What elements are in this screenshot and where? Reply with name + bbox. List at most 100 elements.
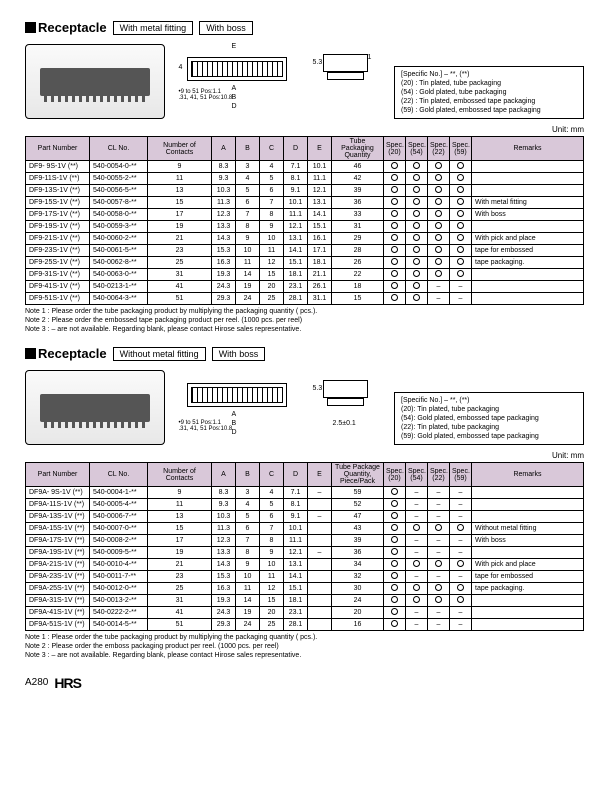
cell [472, 607, 584, 619]
cell [384, 619, 406, 631]
cell: 540-0056-5-** [90, 185, 148, 197]
cell: 8 [260, 209, 284, 221]
col-header: Number of Contacts [148, 137, 212, 161]
cell: 23 [148, 245, 212, 257]
dim-1: 1 [368, 54, 372, 61]
cell: 34 [332, 559, 384, 571]
cell: 11.3 [212, 523, 236, 535]
col-header: Remarks [472, 137, 584, 161]
cell [428, 161, 450, 173]
legend-20: (20) : Tin plated, tube packaging [401, 79, 577, 88]
cell: – [450, 281, 472, 293]
cell [384, 221, 406, 233]
cell: DF9-13S-1V (**) [26, 185, 90, 197]
cell: 9.1 [284, 185, 308, 197]
cell [384, 595, 406, 607]
cell: 16 [332, 619, 384, 631]
cell: 33 [332, 209, 384, 221]
cell: 24.3 [212, 607, 236, 619]
cell: – [308, 487, 332, 499]
cell: 8.1 [284, 499, 308, 511]
cell [406, 269, 428, 281]
note2: Note 2 : Please order the embossed tape … [25, 317, 584, 326]
cell: DF9A-21S-1V (**) [26, 559, 90, 571]
dim-e: E [232, 43, 237, 50]
cell [472, 595, 584, 607]
cell: 540-0014-5-** [90, 619, 148, 631]
dim-53: 5.3 [313, 59, 323, 66]
legend-22: (22) : Tin plated, embossed tape packagi… [401, 97, 577, 106]
cell: tape packaging. [472, 583, 584, 595]
cell [384, 487, 406, 499]
dim-25: 2.5±0.1 [333, 420, 356, 427]
note1: Note 1 : Please order the tube packaging… [25, 308, 584, 317]
cell: 19 [236, 281, 260, 293]
cell: 540-0010-4-** [90, 559, 148, 571]
col-header: CL No. [90, 137, 148, 161]
cell: – [450, 511, 472, 523]
section1-title: Receptacle [25, 20, 107, 35]
cell: 9.3 [212, 173, 236, 185]
cell: 540-0006-7-** [90, 511, 148, 523]
cell: 4 [260, 161, 284, 173]
cell: DF9- 9S-1V (**) [26, 161, 90, 173]
cell [472, 173, 584, 185]
cell: 20 [332, 607, 384, 619]
cell: 28.1 [284, 293, 308, 305]
cell: – [406, 535, 428, 547]
cell: 31 [148, 595, 212, 607]
cell: DF9-25S-1V (**) [26, 257, 90, 269]
cell: 7 [260, 523, 284, 535]
cell: 10 [236, 245, 260, 257]
col-header: Spec. (54) [406, 463, 428, 487]
cell: 51 [148, 619, 212, 631]
cell: 9 [236, 559, 260, 571]
col-header: Spec. (22) [428, 137, 450, 161]
cell: 540-0007-0-** [90, 523, 148, 535]
cell [406, 185, 428, 197]
cell: 22 [332, 269, 384, 281]
cell: 15 [332, 293, 384, 305]
cell [384, 257, 406, 269]
cell: – [450, 487, 472, 499]
cell: 11 [236, 583, 260, 595]
table-row: DF9-15S-1V (**)540-0057-8-**1511.36710.1… [26, 197, 584, 209]
cell: 540-0063-0-** [90, 269, 148, 281]
cell [450, 173, 472, 185]
section2-notes: Note 1 : Please order the tube packaging… [25, 634, 584, 660]
cell: DF9A-19S-1V (**) [26, 547, 90, 559]
cell: 15.1 [284, 257, 308, 269]
spec-legend: [Specific No.] – **, (**) (20) : Tin pla… [394, 66, 584, 119]
cell: 10.1 [284, 197, 308, 209]
col-header: Part Number [26, 137, 90, 161]
cell: 31.1 [308, 293, 332, 305]
table-row: DF9A-21S-1V (**)540-0010-4-**2114.391013… [26, 559, 584, 571]
cell: 32 [332, 571, 384, 583]
cell [406, 523, 428, 535]
cell [308, 559, 332, 571]
col-header: E [308, 463, 332, 487]
page-number: A280 [25, 677, 48, 688]
cell: 24.3 [212, 281, 236, 293]
cell: 11.1 [308, 173, 332, 185]
cell [384, 185, 406, 197]
legend-title-2: [Specific No.] – **, (**) [401, 396, 577, 405]
col-header: Spec. (59) [450, 137, 472, 161]
cell [406, 233, 428, 245]
cell [472, 161, 584, 173]
col-header: B [236, 137, 260, 161]
section2-table: Part NumberCL No.Number of ContactsABCDE… [25, 462, 584, 631]
cell: – [428, 511, 450, 523]
cell: 18.1 [308, 257, 332, 269]
cell: 31 [332, 221, 384, 233]
cell [450, 583, 472, 595]
cell: – [450, 619, 472, 631]
note1b: Note 1 : Please order the tube packaging… [25, 634, 584, 643]
table-row: DF9A-51S-1V (**)540-0014-5-**5129.324252… [26, 619, 584, 631]
cell: 540-0013-2-** [90, 595, 148, 607]
col-header: Spec. (59) [450, 463, 472, 487]
cell: 4 [236, 173, 260, 185]
cell: 28 [332, 245, 384, 257]
table-row: DF9A-15S-1V (**)540-0007-0-**1511.36710.… [26, 523, 584, 535]
cell [428, 523, 450, 535]
